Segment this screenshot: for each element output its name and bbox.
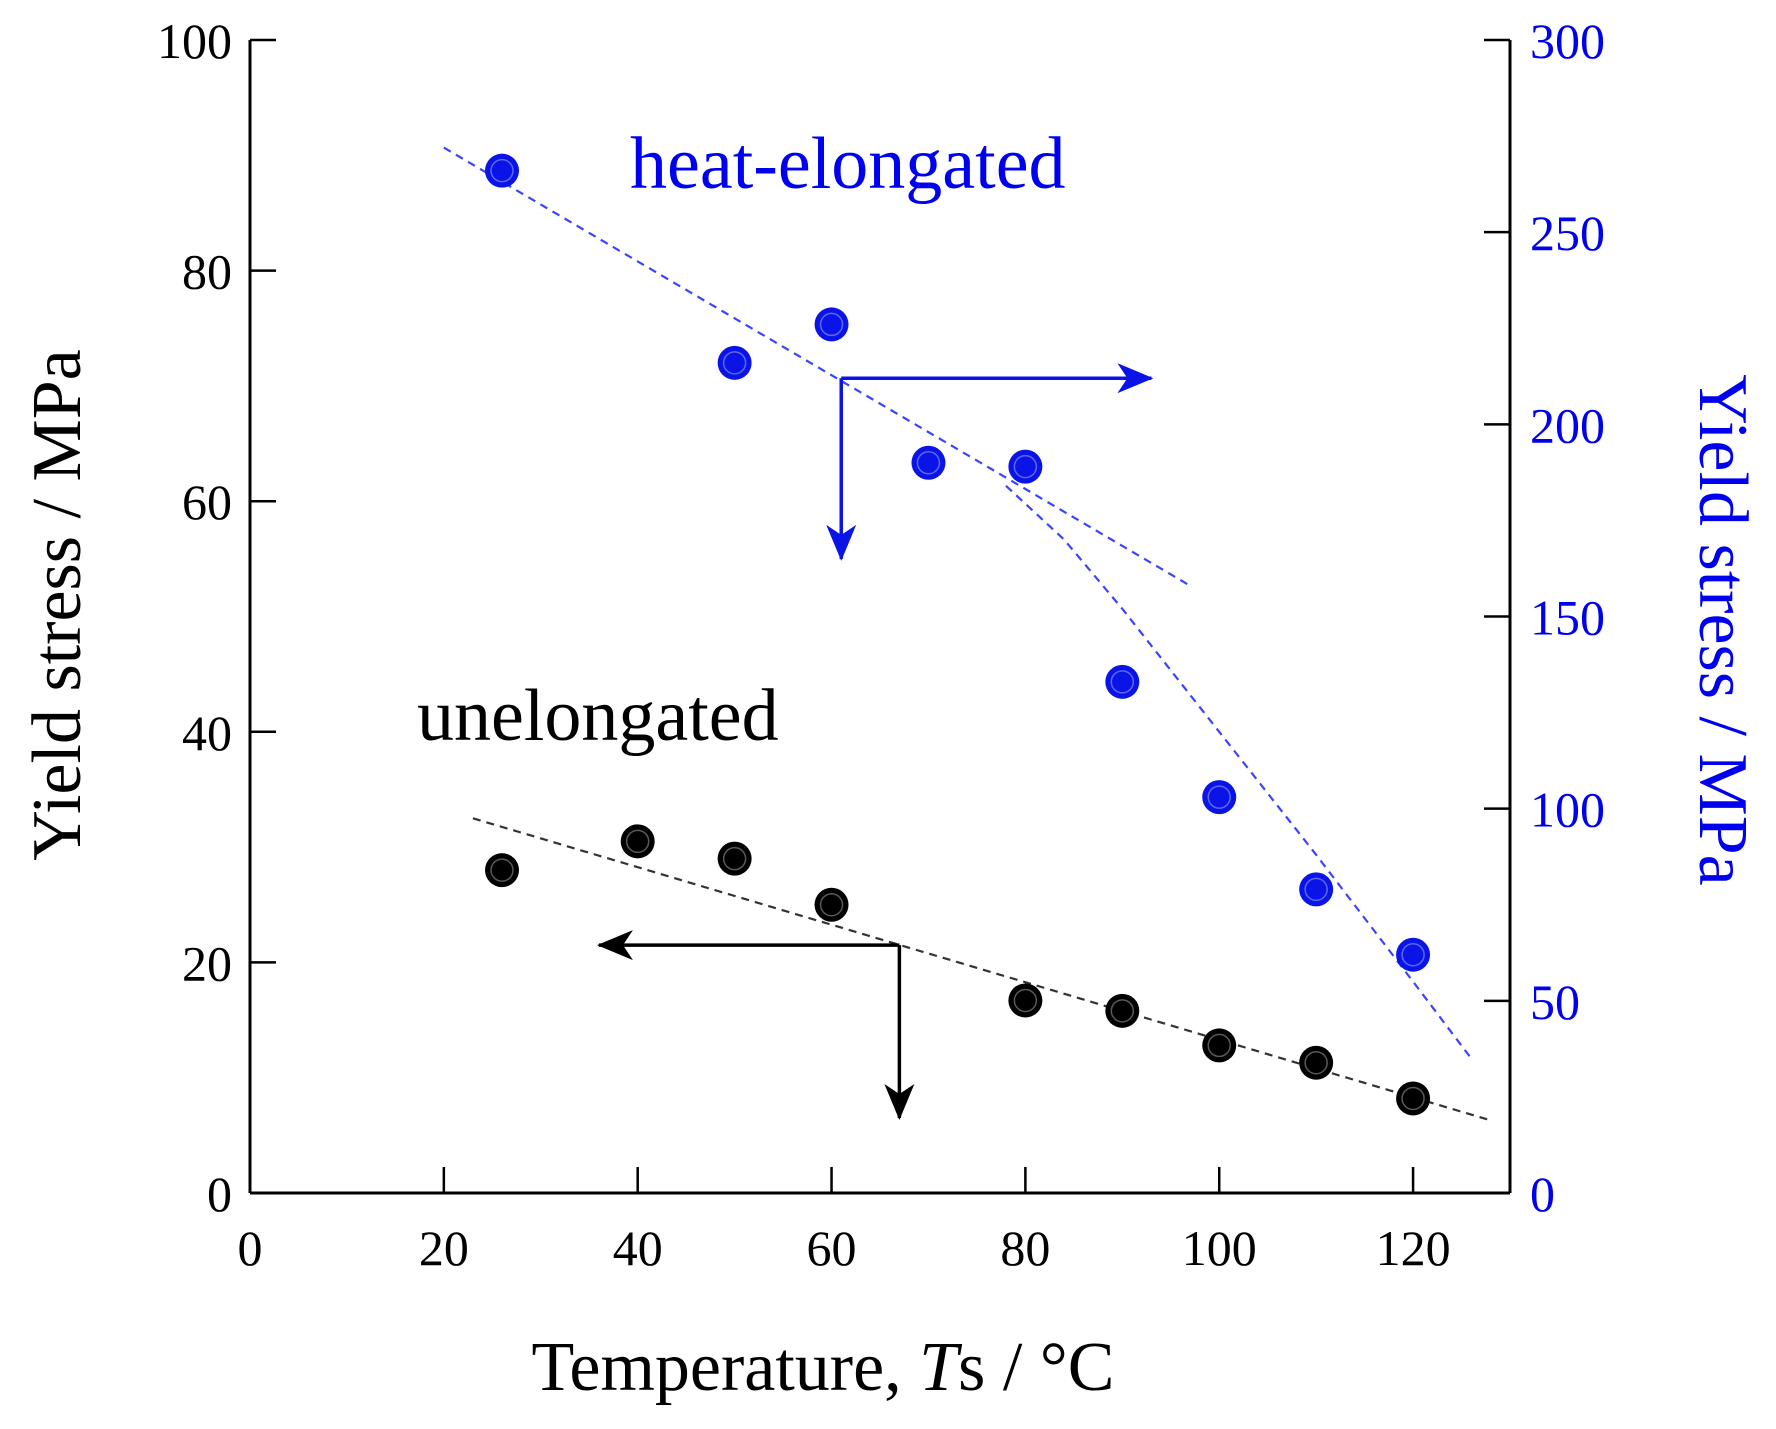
y-left-tick-label: 60: [182, 474, 232, 530]
unelongated-point: [1396, 1081, 1431, 1116]
arrows: [596, 363, 1154, 1121]
x-tick-label: 100: [1182, 1220, 1257, 1276]
unelongated-point: [620, 824, 655, 859]
fit-lines: [443, 146, 1491, 1122]
x-axis-title-italic: T: [919, 1329, 963, 1406]
y-right-tick-label: 50: [1530, 974, 1580, 1030]
unelongated-point: [814, 887, 849, 922]
annotation-unelongated: unelongated: [417, 675, 779, 757]
y-left-tick-label: 0: [207, 1166, 232, 1222]
heat-elongated-fit-line: [443, 146, 1191, 587]
heat-elongated-point: [1299, 872, 1334, 907]
heat-elongated-point: [911, 445, 946, 480]
y-right-tick-label: 200: [1530, 397, 1605, 453]
heat-elongated-point: [717, 345, 752, 380]
unelongated-point: [717, 841, 752, 876]
x-tick-label: 0: [238, 1220, 263, 1276]
y-right-tick-label: 100: [1530, 782, 1605, 838]
x-tick-label: 120: [1376, 1220, 1451, 1276]
y-right-tick-label: 0: [1530, 1166, 1555, 1222]
y-left-tick-label: 20: [182, 935, 232, 991]
x-tick-label: 40: [613, 1220, 663, 1276]
unelongated-fit-line: [472, 817, 1491, 1122]
heat-elongated-point: [1396, 937, 1431, 972]
x-axis-title-rest: s / °C: [958, 1329, 1114, 1406]
annotation-heat-elongated: heat-elongated: [630, 123, 1066, 205]
x-tick-label: 80: [1000, 1220, 1050, 1276]
unelongated-point: [1008, 983, 1043, 1018]
unelongated-point: [485, 853, 519, 888]
x-tick-label: 20: [419, 1220, 469, 1276]
x-tick-label: 60: [807, 1220, 857, 1276]
y-right-tick-label: 150: [1530, 590, 1605, 646]
y-axis-right-title: Yield stress / MPa: [1684, 374, 1761, 885]
axes: [248, 40, 1512, 1195]
y-axis-left-title: Yield stress / MPa: [19, 349, 96, 860]
heat-elongated-fit-line: [1005, 485, 1473, 1060]
unelongated-point: [1299, 1045, 1334, 1080]
heat-elongated-point: [1105, 664, 1140, 699]
y-left-tick-label: 40: [182, 705, 232, 761]
heat-elongated-point: [485, 153, 519, 188]
x-axis-title: Temperature, Ts / °C: [532, 1329, 1115, 1406]
data-points: [485, 153, 1431, 1116]
y-left-tick-label: 100: [157, 13, 232, 69]
unelongated-point: [1105, 993, 1140, 1028]
ticks: 0 20 40 60 80 100 120 0 20 40 60 80 100 0 50 100 150 200 2…: [157, 13, 1605, 1276]
unelongated-point: [1202, 1028, 1237, 1063]
y-left-tick-label: 80: [182, 244, 232, 300]
y-right-tick-label: 250: [1530, 205, 1605, 261]
heat-elongated-point: [1202, 780, 1237, 815]
x-axis-title-main: Temperature,: [532, 1329, 920, 1406]
y-right-tick-label: 300: [1530, 13, 1605, 69]
heat-elongated-point: [1008, 449, 1043, 484]
heat-elongated-point: [814, 307, 849, 342]
